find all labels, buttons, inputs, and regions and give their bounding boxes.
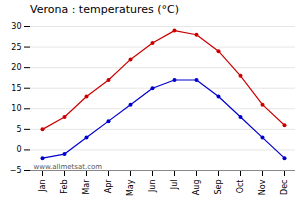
- svg-text:5: 5: [16, 125, 21, 134]
- svg-text:Mar: Mar: [82, 179, 91, 195]
- svg-text:Oct: Oct: [236, 180, 245, 194]
- svg-text:Sep: Sep: [214, 180, 223, 195]
- svg-text:Jul: Jul: [170, 180, 179, 191]
- svg-text:0: 0: [16, 145, 21, 154]
- svg-text:Apr: Apr: [104, 179, 113, 194]
- svg-text:www.allmetsat.com: www.allmetsat.com: [34, 163, 103, 171]
- svg-text:Dec: Dec: [280, 180, 289, 195]
- svg-text:May: May: [126, 179, 135, 196]
- svg-text:Jun: Jun: [148, 180, 157, 194]
- html-text:Verona : temperatures (°C): Verona : temperatures (°C): [30, 3, 179, 16]
- svg-text:10: 10: [11, 104, 21, 113]
- svg-text:Aug: Aug: [192, 180, 201, 196]
- svg-text:Nov: Nov: [258, 179, 267, 195]
- svg-text:25: 25: [11, 43, 21, 52]
- svg-text:15: 15: [11, 84, 21, 93]
- svg-text:20: 20: [11, 63, 21, 72]
- svg-text:30: 30: [11, 22, 21, 31]
- svg-text:−5: −5: [10, 166, 22, 175]
- svg-text:Jan: Jan: [38, 180, 47, 193]
- svg-text:Feb: Feb: [60, 180, 69, 194]
